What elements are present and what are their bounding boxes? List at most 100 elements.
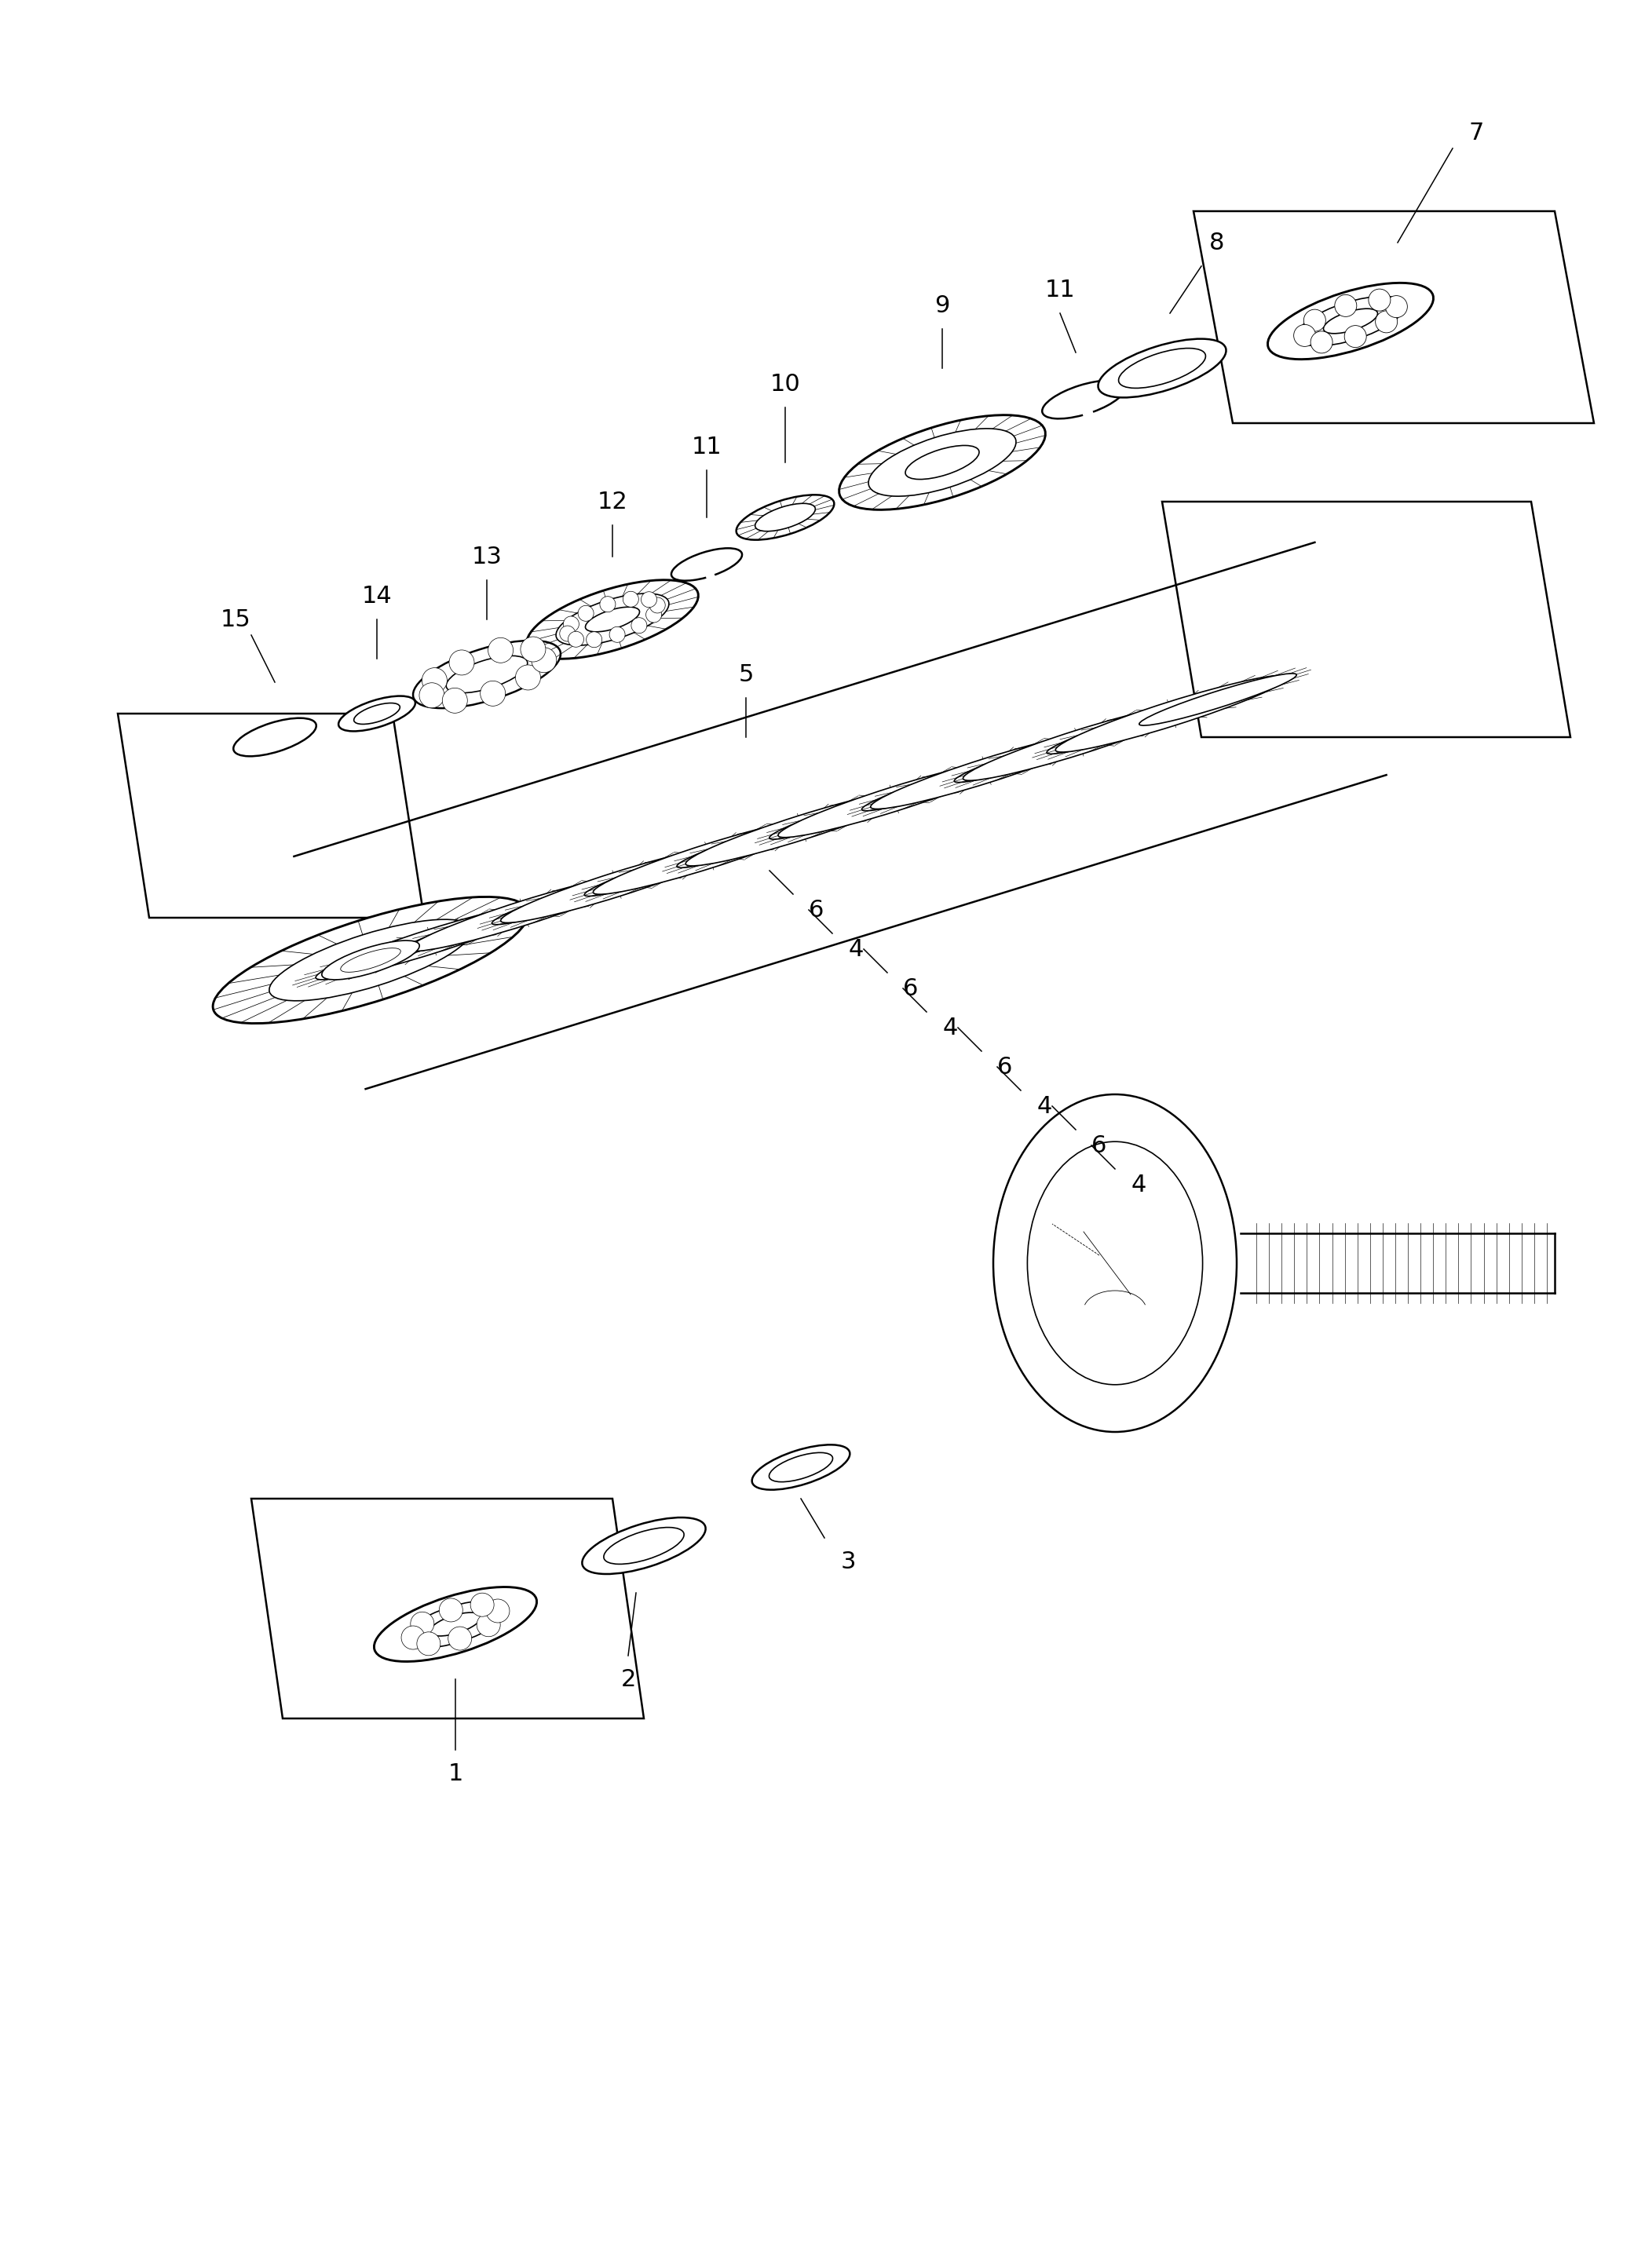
Ellipse shape xyxy=(446,655,528,694)
Ellipse shape xyxy=(443,687,467,712)
Ellipse shape xyxy=(1028,1141,1203,1386)
Ellipse shape xyxy=(871,733,1103,810)
Ellipse shape xyxy=(404,1601,508,1649)
Text: 3: 3 xyxy=(840,1549,856,1572)
Ellipse shape xyxy=(645,608,662,621)
Ellipse shape xyxy=(752,1445,850,1490)
Ellipse shape xyxy=(430,1613,480,1635)
Ellipse shape xyxy=(440,1599,462,1622)
Ellipse shape xyxy=(954,730,1111,782)
Ellipse shape xyxy=(582,1517,706,1574)
Ellipse shape xyxy=(480,680,505,705)
Text: 11: 11 xyxy=(691,435,722,458)
Ellipse shape xyxy=(531,646,557,674)
Ellipse shape xyxy=(593,816,825,894)
Ellipse shape xyxy=(623,592,639,608)
Ellipse shape xyxy=(374,1588,536,1662)
Ellipse shape xyxy=(1268,284,1433,358)
Ellipse shape xyxy=(770,1452,833,1481)
Polygon shape xyxy=(118,714,423,919)
Text: 9: 9 xyxy=(935,295,949,318)
Ellipse shape xyxy=(1056,676,1288,753)
Ellipse shape xyxy=(585,608,639,633)
Ellipse shape xyxy=(355,703,400,723)
Ellipse shape xyxy=(560,626,575,642)
Ellipse shape xyxy=(905,445,979,479)
Ellipse shape xyxy=(399,900,557,953)
Ellipse shape xyxy=(587,633,601,646)
Ellipse shape xyxy=(578,606,593,621)
Ellipse shape xyxy=(315,903,547,980)
Ellipse shape xyxy=(1376,311,1397,333)
Ellipse shape xyxy=(1294,324,1315,347)
Ellipse shape xyxy=(770,787,926,839)
Ellipse shape xyxy=(778,760,1010,837)
Text: 6: 6 xyxy=(904,978,918,1000)
Ellipse shape xyxy=(212,896,528,1023)
Text: 5: 5 xyxy=(739,662,753,685)
Ellipse shape xyxy=(840,415,1046,510)
Text: 4: 4 xyxy=(943,1016,958,1039)
Ellipse shape xyxy=(1304,308,1325,331)
Ellipse shape xyxy=(489,637,513,662)
Ellipse shape xyxy=(515,665,541,689)
Text: 4: 4 xyxy=(1036,1095,1052,1118)
Ellipse shape xyxy=(962,703,1196,780)
Ellipse shape xyxy=(556,594,668,646)
Ellipse shape xyxy=(755,503,815,531)
Ellipse shape xyxy=(686,789,918,866)
Ellipse shape xyxy=(420,683,444,708)
Polygon shape xyxy=(252,1499,644,1719)
Ellipse shape xyxy=(322,941,420,980)
Text: 4: 4 xyxy=(1131,1173,1145,1195)
Ellipse shape xyxy=(600,596,616,612)
Ellipse shape xyxy=(861,760,1020,812)
Ellipse shape xyxy=(338,696,415,730)
Text: 6: 6 xyxy=(1092,1134,1106,1157)
Ellipse shape xyxy=(737,494,833,540)
Ellipse shape xyxy=(1098,338,1226,397)
Ellipse shape xyxy=(413,640,560,708)
Ellipse shape xyxy=(603,1526,685,1565)
Ellipse shape xyxy=(448,1626,472,1651)
Text: 12: 12 xyxy=(598,490,627,513)
Ellipse shape xyxy=(676,816,835,869)
Text: 15: 15 xyxy=(221,608,250,631)
Text: 6: 6 xyxy=(809,898,824,921)
Text: 10: 10 xyxy=(770,372,801,395)
Ellipse shape xyxy=(1047,701,1204,753)
Ellipse shape xyxy=(993,1095,1237,1431)
Ellipse shape xyxy=(402,1626,425,1649)
Ellipse shape xyxy=(631,617,647,633)
Ellipse shape xyxy=(410,1613,435,1635)
Ellipse shape xyxy=(609,626,626,642)
Ellipse shape xyxy=(471,1592,493,1617)
Ellipse shape xyxy=(650,596,665,612)
Ellipse shape xyxy=(1335,295,1356,318)
Ellipse shape xyxy=(1310,331,1333,354)
Ellipse shape xyxy=(477,1613,500,1637)
Polygon shape xyxy=(1162,501,1570,737)
Ellipse shape xyxy=(641,592,657,608)
Text: 11: 11 xyxy=(1044,279,1075,302)
Ellipse shape xyxy=(408,875,641,950)
Ellipse shape xyxy=(1139,674,1296,726)
Ellipse shape xyxy=(526,581,698,658)
Ellipse shape xyxy=(422,667,448,694)
Text: 14: 14 xyxy=(361,585,392,608)
Ellipse shape xyxy=(569,631,583,646)
Ellipse shape xyxy=(868,429,1016,497)
Ellipse shape xyxy=(1324,308,1377,333)
Ellipse shape xyxy=(500,846,734,923)
Text: 4: 4 xyxy=(848,937,863,962)
Ellipse shape xyxy=(417,1633,441,1656)
Ellipse shape xyxy=(485,1599,510,1622)
Ellipse shape xyxy=(1119,349,1206,388)
Polygon shape xyxy=(1193,211,1593,424)
Ellipse shape xyxy=(492,873,649,925)
Ellipse shape xyxy=(521,637,546,662)
Text: 8: 8 xyxy=(1209,231,1226,254)
Text: 2: 2 xyxy=(621,1667,636,1690)
Ellipse shape xyxy=(564,617,578,633)
Ellipse shape xyxy=(1296,297,1405,347)
